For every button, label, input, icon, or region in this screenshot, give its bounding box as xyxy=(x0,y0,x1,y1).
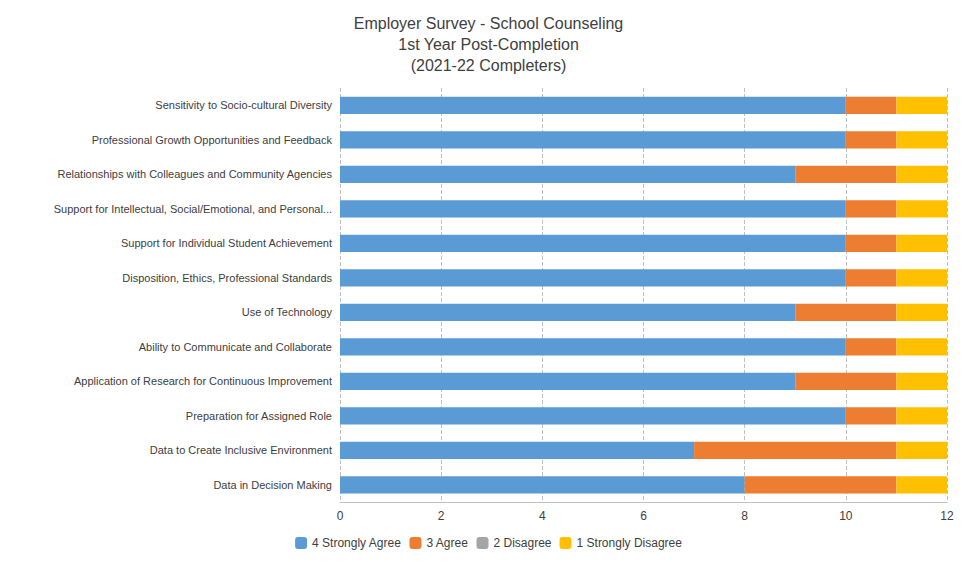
svg-text:Data to Create Inclusive Envir: Data to Create Inclusive Environment xyxy=(150,444,332,456)
svg-text:4 Strongly Agree: 4 Strongly Agree xyxy=(312,536,401,550)
svg-text:8: 8 xyxy=(741,509,748,523)
svg-text:10: 10 xyxy=(839,509,853,523)
svg-text:Employer Survey - School Couns: Employer Survey - School Counseling xyxy=(354,15,623,32)
svg-text:0: 0 xyxy=(337,509,344,523)
svg-text:Preparation for Assigned Role: Preparation for Assigned Role xyxy=(186,410,332,422)
svg-text:Relationships with Colleagues: Relationships with Colleagues and Commun… xyxy=(57,168,332,180)
svg-text:2: 2 xyxy=(438,509,445,523)
svg-text:Support for Intellectual, Soci: Support for Intellectual, Social/Emotion… xyxy=(54,203,332,215)
svg-text:3 Agree: 3 Agree xyxy=(426,536,468,550)
svg-text:2 Disagree: 2 Disagree xyxy=(493,536,551,550)
svg-text:Professional Growth Opportunit: Professional Growth Opportunities and Fe… xyxy=(92,134,333,146)
svg-text:(2021-22 Completers): (2021-22 Completers) xyxy=(411,57,567,74)
svg-text:12: 12 xyxy=(940,509,954,523)
svg-text:4: 4 xyxy=(539,509,546,523)
svg-text:1 Strongly Disagree: 1 Strongly Disagree xyxy=(577,536,683,550)
svg-text:Sensitivity to Socio-cultural: Sensitivity to Socio-cultural Diversity xyxy=(155,99,332,111)
svg-text:Disposition, Ethics, Professio: Disposition, Ethics, Professional Standa… xyxy=(122,272,332,284)
svg-text:Use of Technology: Use of Technology xyxy=(242,306,333,318)
svg-text:6: 6 xyxy=(640,509,647,523)
svg-text:Ability to Communicate and Col: Ability to Communicate and Collaborate xyxy=(139,341,332,353)
svg-text:1st Year Post-Completion: 1st Year Post-Completion xyxy=(398,36,579,53)
svg-text:Application of Research for Co: Application of Research for Continuous I… xyxy=(74,375,332,387)
svg-text:Support for Individual Student: Support for Individual Student Achieveme… xyxy=(121,237,332,249)
svg-text:Data in Decision Making: Data in Decision Making xyxy=(213,479,332,491)
